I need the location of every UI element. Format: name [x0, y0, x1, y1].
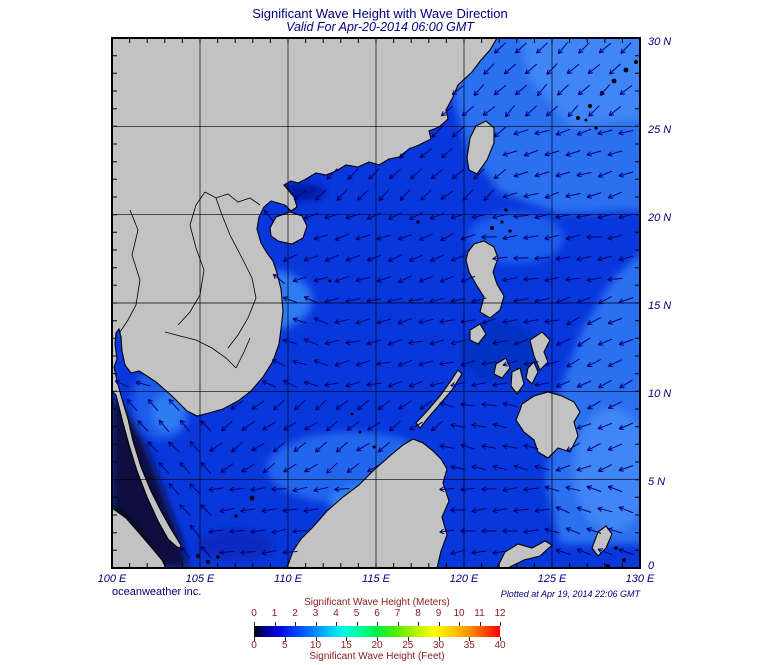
legend-tick-mark: [500, 622, 501, 626]
colorbar-gradient: [254, 626, 500, 637]
lon-label-115E: 115 E: [362, 573, 390, 585]
lat-label-30N: 30 N: [648, 36, 672, 48]
legend-feet-tick: 40: [494, 640, 506, 651]
legend-feet-tick: 20: [371, 640, 383, 651]
lon-label-105E: 105 E: [185, 573, 215, 585]
legend-meters-tick: 0: [251, 608, 257, 619]
legend-tick-mark: [315, 622, 317, 626]
legend-tick-mark: [459, 622, 460, 626]
legend-meters-tick: 10: [453, 608, 465, 619]
legend-tick-mark: [377, 622, 378, 626]
legend-tick-mark: [479, 622, 481, 626]
legend-tick-mark: [397, 622, 399, 626]
legend-feet-tick: 5: [281, 640, 288, 651]
legend-meters-tick: 4: [333, 608, 339, 619]
axis-tick-marks: [112, 38, 640, 568]
legend-tick-mark: [346, 637, 348, 641]
legend-tick-mark: [500, 637, 501, 641]
lat-label-20N: 20 N: [648, 212, 672, 224]
legend-tick-mark: [254, 637, 255, 641]
legend-tick-mark: [336, 622, 337, 626]
lon-label-120E: 120 E: [449, 573, 479, 585]
legend-feet-tick: 35: [463, 640, 475, 651]
legend-meters-tick: 3: [312, 608, 319, 619]
lat-label-10N: 10 N: [648, 388, 672, 400]
legend-tick-mark: [407, 637, 409, 641]
plotted-timestamp: Plotted at Apr 19, 2014 22:06 GMT: [500, 589, 640, 599]
legend-meters-tick: 8: [415, 608, 421, 619]
legend-meters-tick: 11: [474, 608, 485, 619]
legend-meters-tick: 6: [374, 608, 380, 619]
legend-meters-tick: 7: [394, 608, 401, 619]
lon-label-130E: 130 E: [625, 573, 655, 585]
lat-label-25N: 25 N: [648, 124, 672, 136]
legend-feet-tick: 0: [251, 640, 257, 651]
legend-tick-mark: [295, 622, 296, 626]
legend-tick-mark: [377, 637, 378, 641]
legend-tick-mark: [469, 637, 471, 641]
lat-label-5N: 5 N: [648, 476, 666, 488]
legend-meters-tick: 9: [435, 608, 442, 619]
legend-tick-mark: [274, 622, 276, 626]
oceanweather-credit: oceanweather inc.: [112, 586, 202, 598]
legend-meters-label: Significant Wave Height (Meters): [304, 597, 450, 608]
lat-label-0: 0: [648, 560, 655, 572]
legend-meters-tick: 1: [271, 608, 278, 619]
lon-label-110E: 110 E: [274, 573, 302, 585]
legend-meters-tick: 5: [353, 608, 360, 619]
legend-tick-mark: [418, 622, 419, 626]
chart-title: Significant Wave Height with Wave Direct…: [252, 6, 508, 21]
legend-tick-mark: [438, 637, 440, 641]
legend-tick-mark: [254, 622, 255, 626]
legend-feet-tick: 10: [309, 640, 322, 651]
lat-label-15N: 15 N: [648, 300, 672, 312]
legend-tick-mark: [356, 622, 358, 626]
legend-tick-mark: [438, 622, 440, 626]
wave-direction-arrows: [114, 41, 634, 559]
lon-label-100E: 100 E: [97, 573, 127, 585]
legend-meters-tick: 12: [494, 608, 506, 619]
legend-feet-label: Significant Wave Height (Feet): [309, 651, 445, 662]
legend-feet-tick: 15: [340, 640, 352, 651]
legend-tick-mark: [284, 637, 286, 641]
lon-label-125E: 125 E: [537, 573, 567, 585]
chart-valid-time: Valid For Apr-20-2014 06:00 GMT: [286, 20, 474, 34]
legend-feet-tick: 30: [432, 640, 445, 651]
legend-tick-mark: [315, 637, 317, 641]
legend-feet-tick: 25: [402, 640, 414, 651]
legend-meters-tick: 2: [292, 608, 298, 619]
